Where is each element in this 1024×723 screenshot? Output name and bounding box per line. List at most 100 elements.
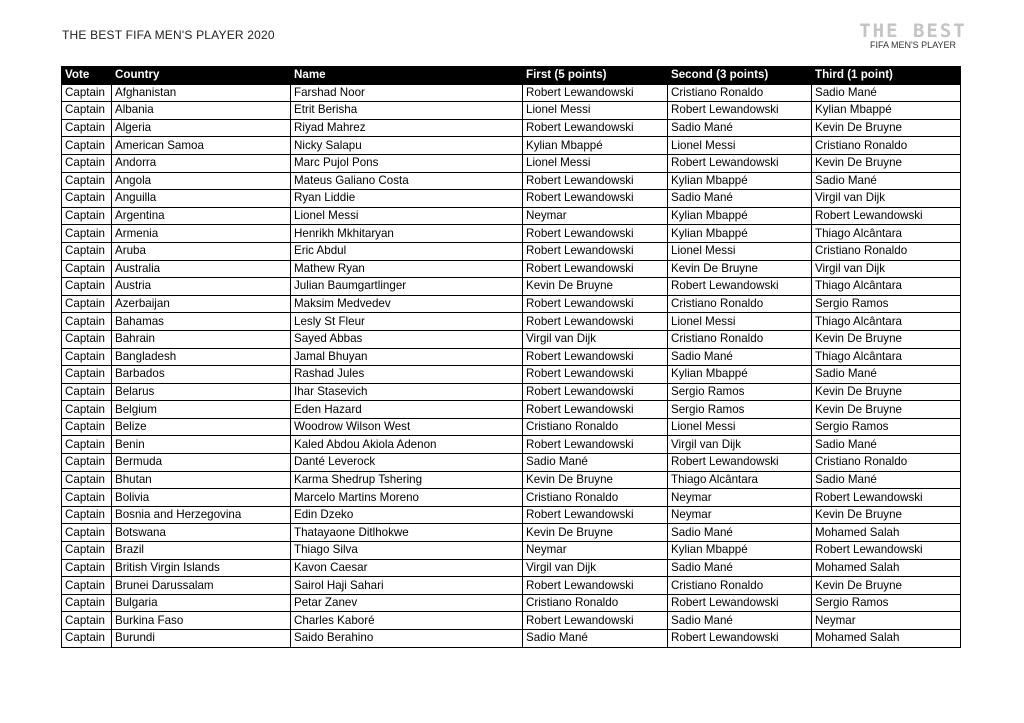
cell-country: Anguilla (111, 189, 291, 208)
cell-country: Austria (111, 277, 291, 296)
cell-second: Robert Lewandowski (667, 593, 812, 613)
cell-third: Sadio Mané (811, 470, 961, 490)
cell-third: Sadio Mané (811, 365, 961, 384)
cell-first: Kylian Mbappé (522, 136, 668, 155)
table-row: Captain Benin Kaled Abdou Akiola Adenon Rob… (61, 435, 961, 455)
logo-subtitle: FIFA MEN'S PLAYER (869, 40, 957, 50)
cell-vote: Captain (61, 400, 112, 419)
cell-country: Bulgaria (111, 593, 291, 613)
table-row: Captain Armenia Henrikh Mkhitaryan Robert L… (61, 224, 961, 243)
cell-third: Sadio Mané (811, 83, 961, 103)
table-row: Captain Argentina Lionel Messi Neymar Kylian… (61, 206, 961, 226)
cell-first: Robert Lewandowski (522, 241, 668, 261)
cell-country: Aruba (111, 241, 291, 261)
table-row: Captain Bahamas Lesly St Fleur Robert Lewan… (61, 312, 961, 331)
cell-vote: Captain (61, 277, 112, 296)
cell-second: Lionel Messi (667, 417, 812, 437)
cell-third: Mohamed Salah (811, 629, 961, 648)
table-row: Captain Belize Woodrow Wilson West Cristian… (61, 417, 961, 437)
cell-first: Virgil van Dijk (522, 329, 668, 349)
cell-vote: Captain (61, 593, 112, 613)
cell-name: Eric Abdul (290, 241, 523, 261)
cell-vote: Captain (61, 241, 112, 261)
cell-first: Virgil van Dijk (522, 558, 668, 578)
cell-third: Kevin De Bruyne (811, 118, 961, 138)
cell-country: Algeria (111, 118, 291, 138)
cell-country: Armenia (111, 224, 291, 243)
table-row: Captain Albania Etrit Berisha Lionel Messi R… (61, 101, 961, 120)
cell-third: Thiago Alcântara (811, 277, 961, 296)
table-row: Captain Azerbaijan Maksim Medvedev Robert L… (61, 294, 961, 314)
cell-second: Neymar (667, 505, 812, 525)
cell-first: Robert Lewandowski (522, 171, 668, 191)
column-header-third: Third (1 point) (811, 66, 961, 85)
cell-name: Mateus Galiano Costa (290, 171, 523, 191)
cell-country: Botswana (111, 523, 291, 543)
cell-name: Saido Berahino (290, 629, 523, 648)
cell-name: Maksim Medvedev (290, 294, 523, 314)
cell-third: Thiago Alcântara (811, 224, 961, 243)
cell-name: Kaled Abdou Akiola Adenon (290, 435, 523, 455)
cell-name: Thatayaone Ditlhokwe (290, 523, 523, 543)
table-row: Captain Austria Julian Baumgartlinger Kevin… (61, 277, 961, 296)
cell-name: Eden Hazard (290, 400, 523, 419)
cell-first: Robert Lewandowski (522, 294, 668, 314)
cell-country: British Virgin Islands (111, 558, 291, 578)
document-title: THE BEST FIFA MEN'S PLAYER 2020 (62, 28, 275, 42)
cell-second: Robert Lewandowski (667, 153, 812, 173)
cell-vote: Captain (61, 136, 112, 155)
cell-second: Kevin De Bruyne (667, 259, 812, 279)
cell-first: Robert Lewandowski (522, 118, 668, 138)
cell-vote: Captain (61, 629, 112, 648)
cell-name: Mathew Ryan (290, 259, 523, 279)
cell-third: Mohamed Salah (811, 558, 961, 578)
cell-third: Sadio Mané (811, 435, 961, 455)
cell-second: Sadio Mané (667, 523, 812, 543)
cell-second: Cristiano Ronaldo (667, 576, 812, 595)
cell-second: Kylian Mbappé (667, 541, 812, 560)
table-row: Captain British Virgin Islands Kavon Caesa… (61, 558, 961, 578)
cell-third: Neymar (811, 611, 961, 630)
cell-country: Burundi (111, 629, 291, 648)
cell-country: Afghanistan (111, 83, 291, 103)
table-row: Captain Aruba Eric Abdul Robert Lewandowski… (61, 241, 961, 261)
cell-third: Kevin De Bruyne (811, 382, 961, 402)
table-row: Captain Anguilla Ryan Liddie Robert Lewando… (61, 189, 961, 208)
cell-third: Sergio Ramos (811, 294, 961, 314)
cell-name: Lesly St Fleur (290, 312, 523, 331)
cell-first: Neymar (522, 206, 668, 226)
cell-second: Kylian Mbappé (667, 224, 812, 243)
cell-name: Petar Zanev (290, 593, 523, 613)
cell-vote: Captain (61, 83, 112, 103)
cell-second: Sadio Mané (667, 189, 812, 208)
table-row: Captain Burkina Faso Charles Kaboré Robert … (61, 611, 961, 630)
cell-first: Kevin De Bruyne (522, 470, 668, 490)
cell-first: Neymar (522, 541, 668, 560)
table-row: Captain Belgium Eden Hazard Robert Lewandow… (61, 400, 961, 419)
column-header-vote: Vote (61, 66, 112, 85)
cell-second: Lionel Messi (667, 312, 812, 331)
cell-country: Burkina Faso (111, 611, 291, 630)
cell-third: Robert Lewandowski (811, 488, 961, 507)
cell-country: Australia (111, 259, 291, 279)
cell-third: Sergio Ramos (811, 417, 961, 437)
cell-name: Ryan Liddie (290, 189, 523, 208)
header-row: Vote Country Name First (5 points) Second (3… (61, 66, 961, 85)
cell-first: Robert Lewandowski (522, 259, 668, 279)
cell-third: Sergio Ramos (811, 593, 961, 613)
cell-third: Kevin De Bruyne (811, 400, 961, 419)
cell-third: Virgil van Dijk (811, 189, 961, 208)
cell-second: Kylian Mbappé (667, 171, 812, 191)
cell-second: Cristiano Ronaldo (667, 329, 812, 349)
cell-name: Lionel Messi (290, 206, 523, 226)
cell-second: Sadio Mané (667, 118, 812, 138)
cell-country: Azerbaijan (111, 294, 291, 314)
cell-name: Julian Baumgartlinger (290, 277, 523, 296)
cell-name: Etrit Berisha (290, 101, 523, 120)
cell-name: Henrikh Mkhitaryan (290, 224, 523, 243)
cell-vote: Captain (61, 259, 112, 279)
cell-third: Virgil van Dijk (811, 259, 961, 279)
cell-vote: Captain (61, 118, 112, 138)
cell-name: Kavon Caesar (290, 558, 523, 578)
cell-first: Robert Lewandowski (522, 576, 668, 595)
